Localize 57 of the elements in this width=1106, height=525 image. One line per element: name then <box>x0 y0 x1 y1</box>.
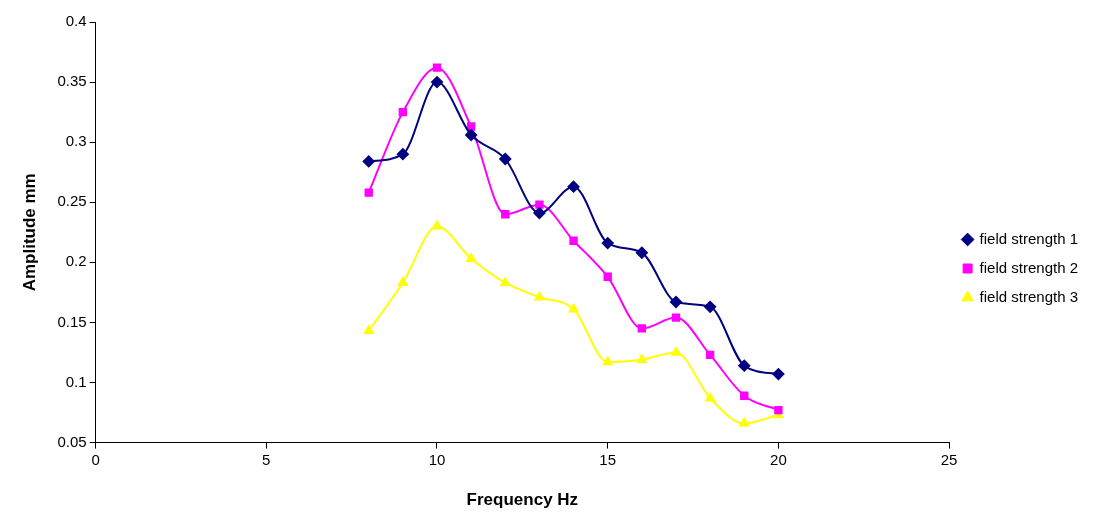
y-tick-label: 0.1 <box>65 372 87 390</box>
point <box>568 303 579 313</box>
point <box>362 155 375 168</box>
point <box>398 107 408 117</box>
y-tick-label: 0.3 <box>65 132 87 150</box>
point <box>671 313 681 322</box>
point <box>603 272 612 281</box>
point <box>774 405 783 415</box>
point <box>466 122 476 131</box>
point <box>501 210 510 219</box>
point <box>465 128 478 141</box>
point <box>772 368 785 381</box>
x-tick-label: 5 <box>262 450 271 468</box>
point <box>364 188 373 197</box>
point <box>671 346 681 356</box>
x-tick-label: 10 <box>428 450 446 468</box>
point <box>738 359 751 372</box>
point <box>534 291 545 301</box>
legend-label: field strength 1 <box>979 229 1079 247</box>
point <box>432 63 442 72</box>
x-tick-label: 20 <box>770 450 787 468</box>
x-tick-label: 25 <box>940 450 958 468</box>
point <box>363 325 374 335</box>
point <box>637 324 647 333</box>
x-tick-label: 15 <box>599 450 617 468</box>
point <box>533 207 546 220</box>
point <box>569 236 578 245</box>
point <box>500 277 511 287</box>
point <box>535 200 544 209</box>
legend-label: field strength 2 <box>979 258 1079 276</box>
point <box>499 153 512 165</box>
x-axis-title: Frequency Hz <box>466 490 579 510</box>
y-tick-label: 0.4 <box>65 12 87 30</box>
point <box>396 148 409 161</box>
legend-label: field strength 3 <box>979 287 1079 305</box>
point <box>669 296 682 308</box>
y-tick-label: 0.35 <box>57 72 87 90</box>
point <box>432 220 442 230</box>
point <box>739 417 750 427</box>
point <box>635 246 648 259</box>
x-tick-label: 0 <box>91 450 100 468</box>
point <box>705 350 715 360</box>
point <box>740 391 749 400</box>
point <box>636 354 647 363</box>
point <box>431 76 443 89</box>
point <box>397 277 408 287</box>
point <box>602 356 613 366</box>
point <box>705 392 716 402</box>
point <box>466 253 477 262</box>
y-tick-label: 0.2 <box>65 252 87 270</box>
point <box>601 237 614 250</box>
y-tick-label: 0.25 <box>57 192 87 210</box>
y-tick-label: 0.05 <box>57 432 87 450</box>
y-tick-label: 0.15 <box>57 312 87 330</box>
y-axis-title: Amplitude mm <box>19 173 39 292</box>
point <box>704 300 717 313</box>
point <box>567 180 580 193</box>
